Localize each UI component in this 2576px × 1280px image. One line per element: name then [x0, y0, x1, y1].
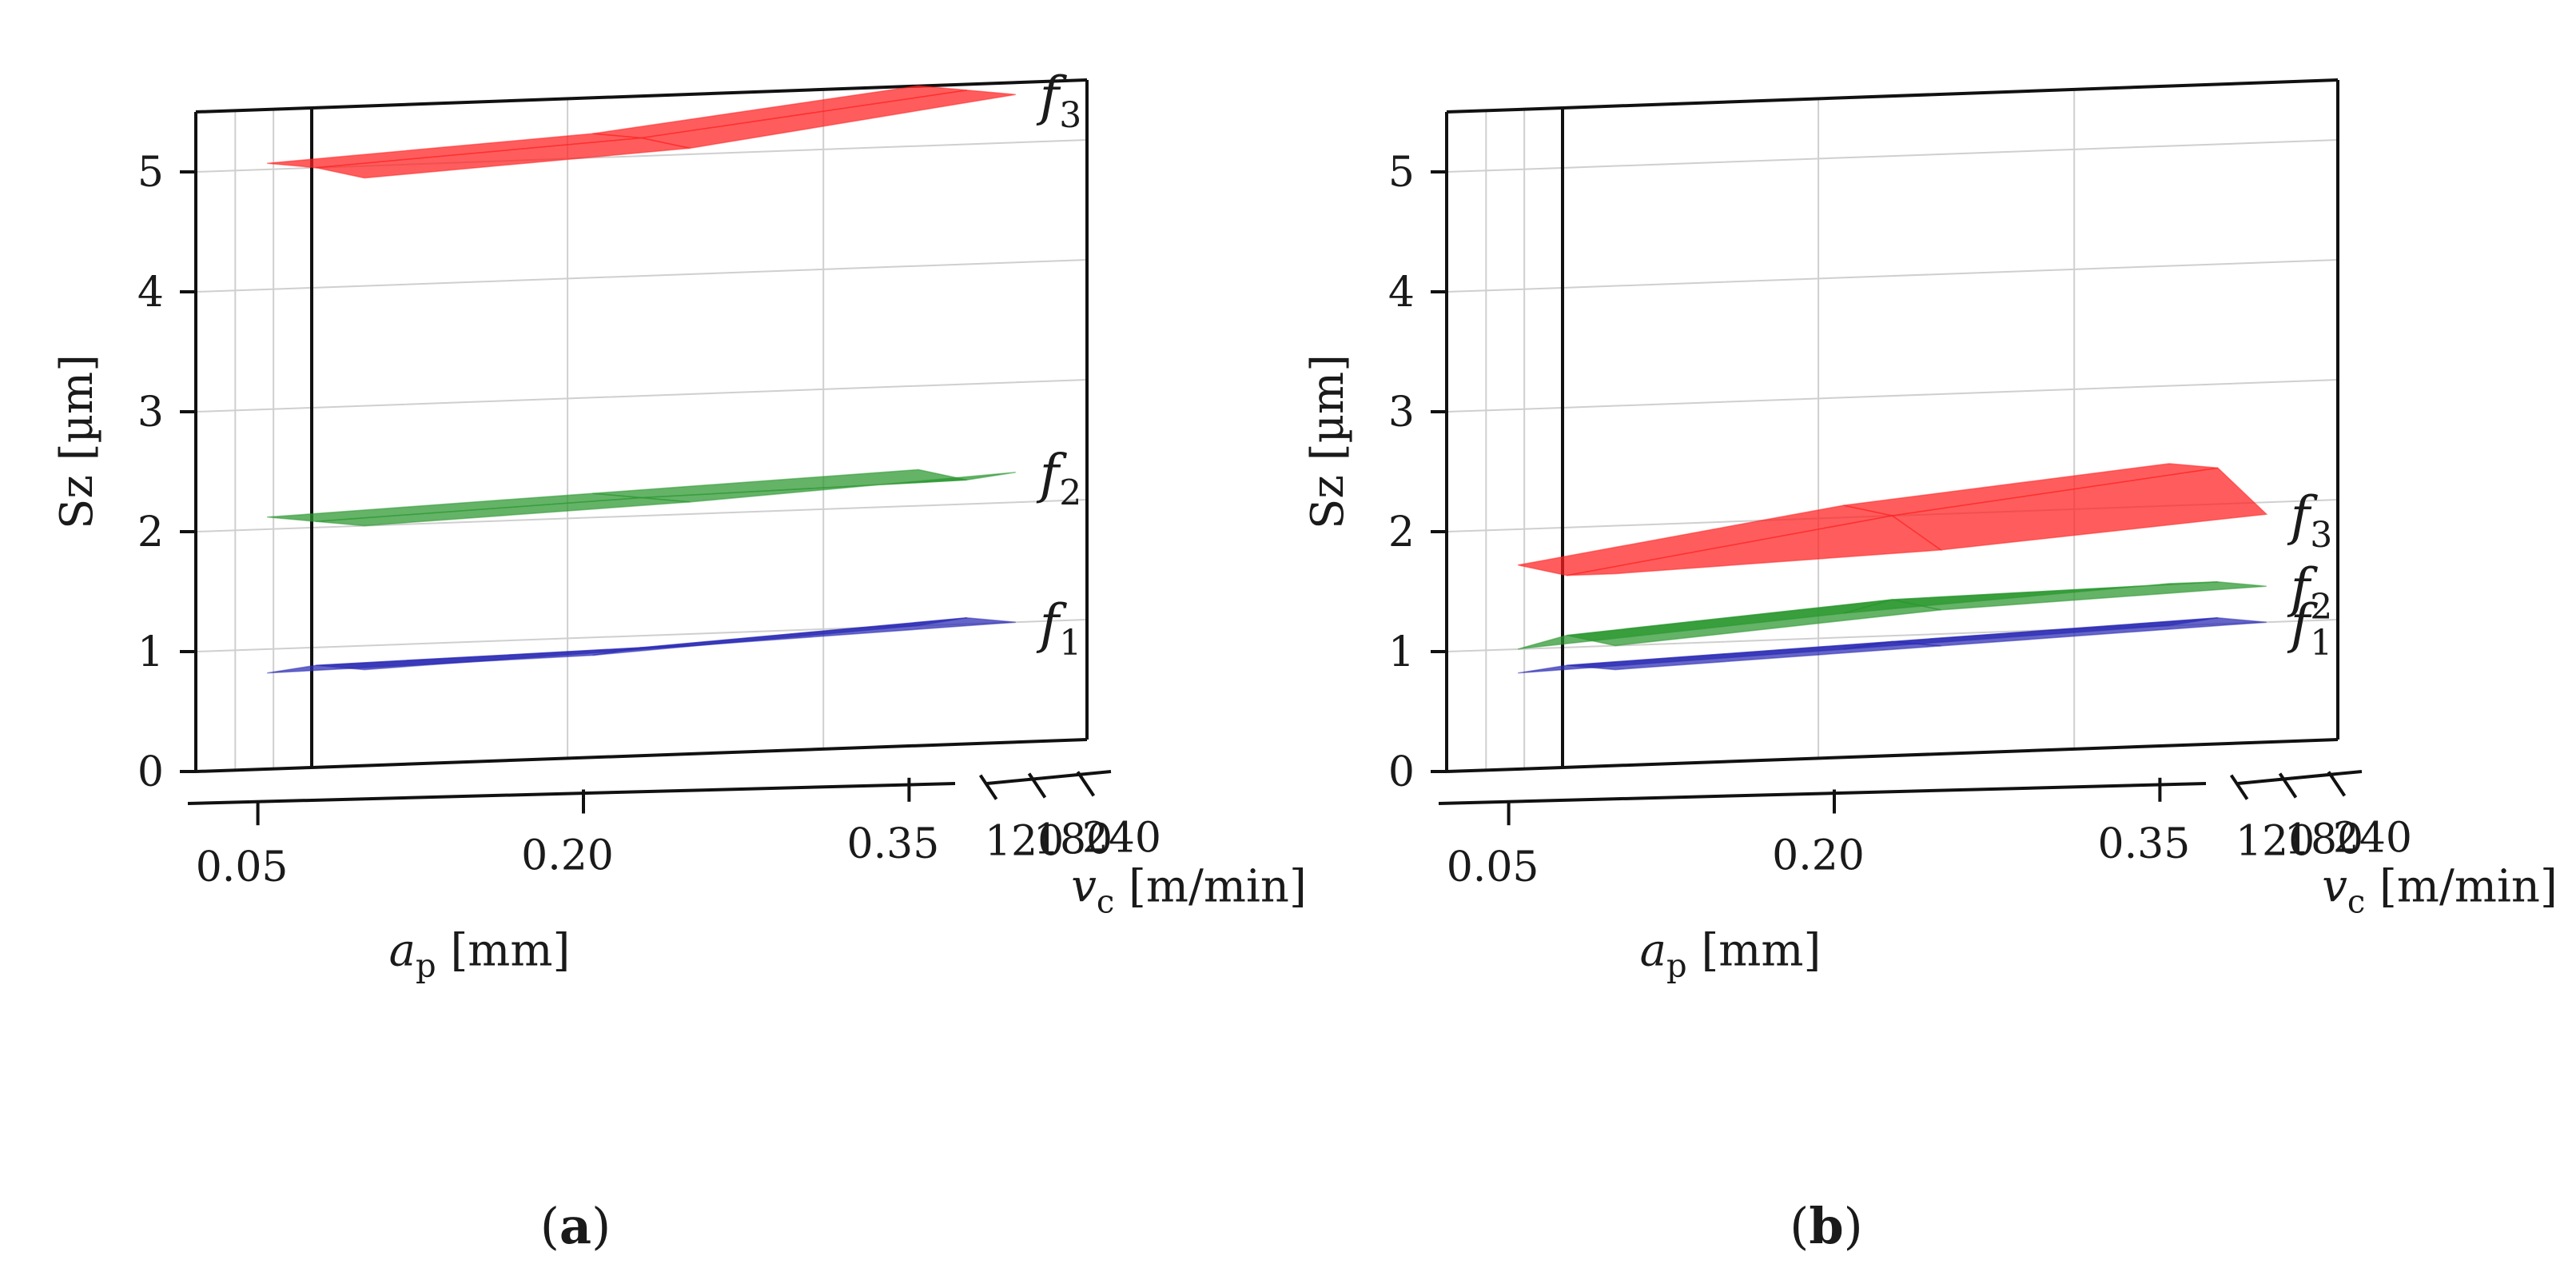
ap-tick-label: 0.20 [1772, 832, 1865, 880]
z-gridline [195, 379, 1088, 413]
ap-tick-label: 0.35 [2098, 820, 2191, 868]
vc-tick [978, 774, 998, 800]
z-tick-label: 4 [1388, 269, 1415, 317]
series-label-f3: f3 [2287, 485, 2332, 556]
axes-frame [194, 78, 1089, 773]
surface-f3 [1518, 463, 2268, 576]
series-label-f2: f2 [1036, 444, 1081, 514]
surface-f1 [1518, 617, 2267, 674]
panel-label: (a) [540, 1197, 611, 1255]
series-label-f1: f1 [1036, 593, 1081, 664]
surface-patch [592, 617, 968, 656]
floor-left-edge [195, 766, 313, 773]
vc-tick-label: 240 [2333, 814, 2412, 862]
z-gridline [1446, 379, 2339, 413]
vc-tick [2327, 771, 2347, 797]
surface-f2 [267, 469, 1016, 527]
surface-patch [1517, 599, 1893, 650]
series-label-f1: f1 [2287, 593, 2332, 664]
surface-patch [592, 469, 968, 499]
surface-f2 [1517, 581, 2267, 650]
z-tick-label: 2 [1388, 508, 1415, 556]
top-right-edge [311, 78, 1088, 110]
vc-tick [1027, 772, 1047, 799]
panel-label: (b) [1790, 1197, 1863, 1255]
series-label-f2: f2 [2287, 557, 2332, 628]
ap-axis-line [1438, 782, 2207, 805]
z-tick-label: 1 [1388, 628, 1415, 676]
z-tick-label: 2 [137, 508, 164, 556]
vc-tick-label: 120 [2236, 818, 2315, 866]
z-tick-label: 1 [137, 628, 164, 676]
z-gridline [1446, 259, 2339, 293]
grid [1446, 89, 2339, 772]
ap-axis-label: ap [mm] [389, 925, 571, 985]
z-gridline [195, 259, 1088, 293]
ap-tick-label: 0.20 [521, 832, 614, 880]
vc-tick-label: 120 [985, 818, 1064, 866]
ap-axis-line [187, 782, 956, 805]
z-tick-label: 0 [137, 748, 164, 796]
vc-tick [2278, 772, 2298, 799]
surface-patch [1518, 640, 1893, 674]
z-axis-label: Sz [µm] [1302, 354, 1354, 529]
top-right-edge [1562, 78, 2339, 110]
vc-tick-label: 180 [2284, 816, 2363, 864]
surface-patch [267, 647, 642, 674]
vc-tick [1076, 771, 1096, 797]
floor-right-edge [311, 738, 1088, 769]
surface-patch [592, 85, 968, 139]
z-axis-label: Sz [µm] [51, 354, 103, 529]
vc-tick-label: 240 [1082, 814, 1161, 862]
surface-f1 [267, 617, 1016, 674]
vc-axis-line [986, 770, 1112, 785]
ap-tick-label: 0.05 [196, 843, 289, 891]
floor-left-edge [1446, 766, 1563, 773]
z-tick-label: 5 [1388, 149, 1415, 197]
ap-axis-label: ap [mm] [1640, 925, 1822, 985]
ap-tick-label: 0.35 [847, 820, 940, 868]
vc-tick-label: 180 [1033, 816, 1113, 864]
z-gridline [1446, 139, 2339, 173]
vc-axis-label: vc [m/min] [2322, 861, 2558, 921]
surface-patch [1892, 581, 2267, 611]
chart-panel-a: f1 f2 f3 0 1 2 3 4 5 Sz [µm] 0.05 0.20 0.35 120180240… [51, 66, 1307, 1255]
top-left-edge [1446, 106, 1563, 114]
z-tick-label: 0 [1388, 748, 1415, 796]
z-tick-label: 4 [137, 269, 164, 317]
surface-patch [1843, 463, 2219, 516]
vc-axis-label: vc [m/min] [1071, 861, 1307, 921]
vc-axis-line [2237, 770, 2363, 785]
axes-frame [1445, 78, 2339, 773]
floor-right-edge [1562, 738, 2339, 769]
surface-patch [1843, 617, 2219, 650]
z-tick-label: 3 [137, 389, 164, 437]
surface-f3 [267, 85, 1016, 179]
z-tick-label: 3 [1388, 389, 1415, 437]
series-label-f3: f3 [1036, 66, 1081, 136]
top-left-edge [195, 106, 313, 114]
vc-tick [2229, 774, 2249, 800]
ap-tick-label: 0.05 [1447, 843, 1539, 891]
surface-patch [1843, 581, 2218, 614]
z-tick-label: 5 [137, 149, 164, 197]
